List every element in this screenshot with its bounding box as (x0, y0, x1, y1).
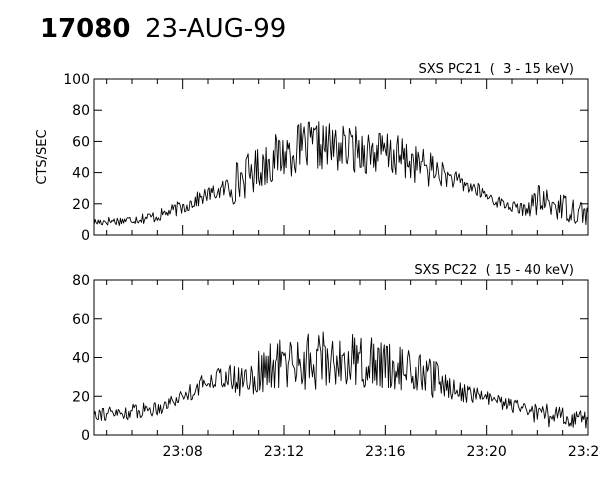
panel1-ytick-label: 80 (72, 103, 90, 119)
panel2-ytick-label: 60 (72, 312, 90, 328)
panel1-ytick-label: 60 (72, 134, 90, 150)
panel2-ytick-label: 20 (72, 389, 90, 405)
panel2-ytick-label: 0 (81, 428, 90, 444)
panel2-xtick-label: 23:16 (365, 444, 405, 460)
panel1-series-line (93, 121, 589, 227)
panel2-xtick-label: 23:20 (466, 444, 506, 460)
panel1-ylabel: CTS/SEC (35, 129, 50, 184)
panel2-frame (93, 279, 589, 436)
panel1-ytick-label: 40 (72, 166, 90, 182)
panel2-xtick-label: 23:12 (264, 444, 304, 460)
observation-date: 23-AUG-99 (145, 14, 287, 44)
panel2-ytick-label: 80 (72, 273, 90, 289)
panel1-ytick-label: 100 (63, 72, 90, 88)
panel1-frame (93, 78, 589, 236)
panel2-xtick-label: 23:08 (162, 444, 202, 460)
panel2-ytick-label: 40 (72, 351, 90, 367)
observation-id: 17080 (40, 14, 131, 44)
panel2-title: SXS PC22 ( 15 - 40 keV) (414, 263, 574, 278)
panel1-ytick-label: 20 (72, 197, 90, 213)
panel1-ytick-label: 0 (81, 228, 90, 244)
panel1-title: SXS PC21 ( 3 - 15 keV) (418, 62, 574, 77)
panel2-series-line (93, 331, 589, 429)
panel2-xtick-label: 23:24 (568, 444, 600, 460)
